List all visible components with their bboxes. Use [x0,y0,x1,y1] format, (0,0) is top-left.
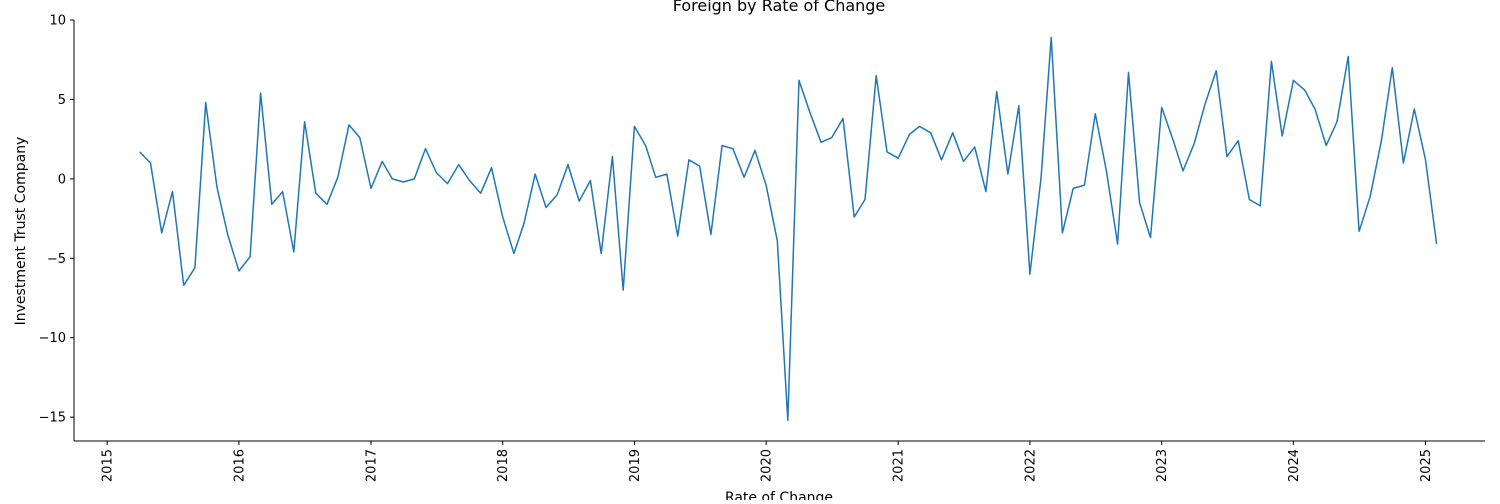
x-tick-label: 2018 [496,449,511,482]
x-tick-label: 2020 [760,449,775,482]
x-tick-label: 2022 [1023,449,1038,482]
y-tick-label: 5 [58,93,66,108]
x-tick-label: 2021 [892,449,907,482]
plot-area [139,36,1438,422]
chart-title: Foreign by Rate of Change [673,0,886,15]
y-axis-label: Investment Trust Company [13,137,29,326]
y-tick-label: −10 [39,331,66,346]
x-tick-label: 2016 [232,449,247,482]
x-tick-label: 2024 [1287,449,1302,482]
x-tick-label: 2025 [1419,449,1434,482]
y-tick-label: 10 [49,14,66,29]
x-tick-label: 2019 [628,449,643,482]
x-tick-label: 2015 [101,449,116,482]
y-tick-label: −15 [39,411,66,426]
x-tick-label: 2023 [1155,449,1170,482]
x-axis-label: Rate of Change [725,490,833,500]
y-tick-label: −5 [47,252,66,267]
series-line [139,36,1438,422]
axes: 10 5 0 −5 −10 −15 2015 2016 2017 2018 2019 2020 2021… [39,14,1485,482]
y-tick-label: 0 [58,172,66,187]
x-tick-label: 2017 [364,449,379,482]
